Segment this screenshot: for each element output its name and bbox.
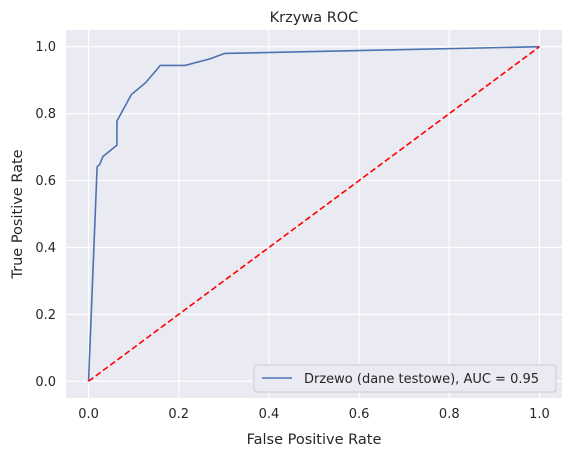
x-tick-label: 0.8 bbox=[439, 407, 460, 422]
tick-labels: 0.0 0.2 0.4 0.6 0.8 1.0 0.0 0.2 0.4 0.6 0.8 1.0 bbox=[35, 40, 549, 422]
x-axis-label: False Positive Rate bbox=[247, 432, 382, 448]
x-tick-label: 0.0 bbox=[78, 407, 99, 422]
y-tick-label: 0.0 bbox=[35, 375, 56, 390]
grid-lines bbox=[66, 30, 562, 398]
y-tick-label: 0.8 bbox=[35, 107, 56, 122]
y-tick-label: 0.6 bbox=[35, 174, 56, 189]
x-tick-label: 0.6 bbox=[349, 407, 370, 422]
chart-title: Krzywa ROC bbox=[270, 10, 359, 26]
y-tick-label: 0.2 bbox=[35, 308, 56, 323]
x-tick-label: 1.0 bbox=[529, 407, 550, 422]
y-axis-label: True Positive Rate bbox=[10, 149, 26, 279]
roc-curve-line bbox=[87, 45, 540, 382]
x-tick-label: 0.2 bbox=[168, 407, 189, 422]
y-tick-label: 0.4 bbox=[35, 241, 56, 256]
legend: Drzewo (dane testowe), AUC = 0.95 bbox=[253, 364, 557, 393]
legend-box bbox=[253, 364, 557, 393]
series-layer bbox=[87, 45, 540, 382]
y-tick-label: 1.0 bbox=[35, 40, 56, 55]
diagonal-reference-line bbox=[88, 46, 540, 382]
x-tick-label: 0.4 bbox=[259, 407, 280, 422]
legend-label: Drzewo (dane testowe), AUC = 0.95 bbox=[304, 372, 539, 387]
